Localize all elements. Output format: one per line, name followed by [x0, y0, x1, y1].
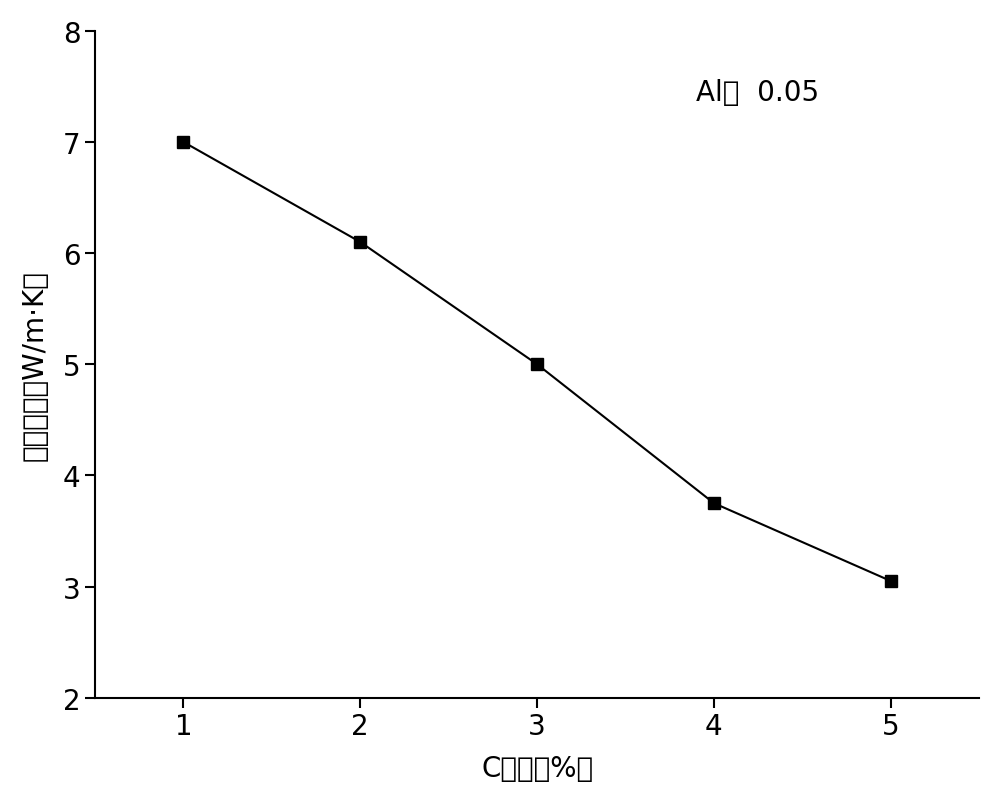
X-axis label: C含量（%）: C含量（%） [481, 754, 593, 782]
Text: Al：  0.05: Al： 0.05 [696, 79, 819, 106]
Y-axis label: 导热系数（W/m·K）: 导热系数（W/m·K） [21, 270, 49, 460]
